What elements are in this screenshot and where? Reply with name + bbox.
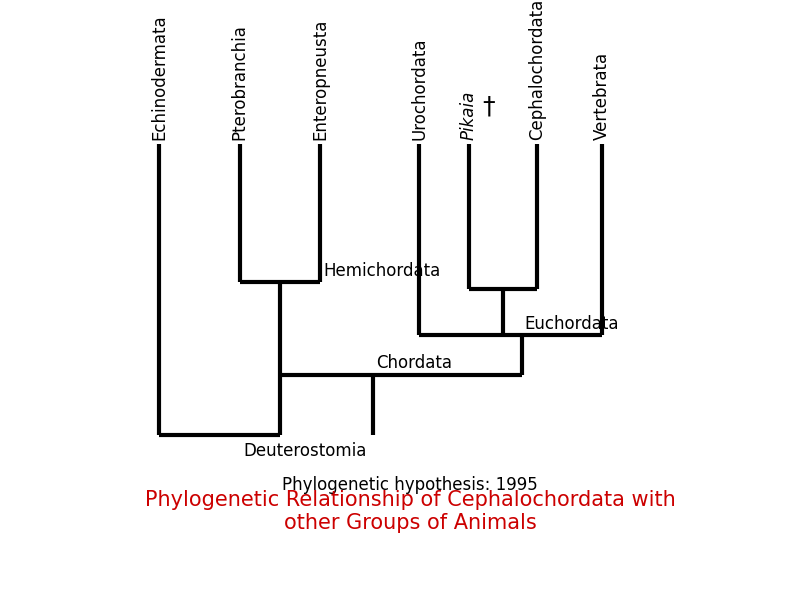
- Text: Pikaia: Pikaia: [460, 91, 478, 140]
- Text: Cephalochordata: Cephalochordata: [528, 0, 546, 140]
- Text: Euchordata: Euchordata: [525, 315, 619, 333]
- Text: Pterobranchia: Pterobranchia: [230, 24, 249, 140]
- Text: Phylogenetic hypothesis: 1995: Phylogenetic hypothesis: 1995: [282, 476, 538, 494]
- Text: †: †: [482, 94, 495, 118]
- Text: Chordata: Chordata: [376, 354, 452, 372]
- Text: Enteropneusta: Enteropneusta: [311, 19, 329, 140]
- Text: Echinodermata: Echinodermata: [150, 14, 168, 140]
- Text: Hemichordata: Hemichordata: [323, 262, 441, 280]
- Text: Phylogenetic Relationship of Cephalochordata with
other Groups of Animals: Phylogenetic Relationship of Cephalochor…: [145, 490, 675, 533]
- Text: Vertebrata: Vertebrata: [594, 52, 611, 140]
- Text: Urochordata: Urochordata: [410, 37, 428, 140]
- Text: Deuterostomia: Deuterostomia: [244, 442, 367, 460]
